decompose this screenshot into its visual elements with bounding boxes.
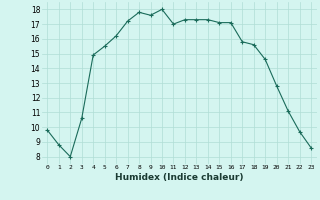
- X-axis label: Humidex (Indice chaleur): Humidex (Indice chaleur): [115, 173, 244, 182]
